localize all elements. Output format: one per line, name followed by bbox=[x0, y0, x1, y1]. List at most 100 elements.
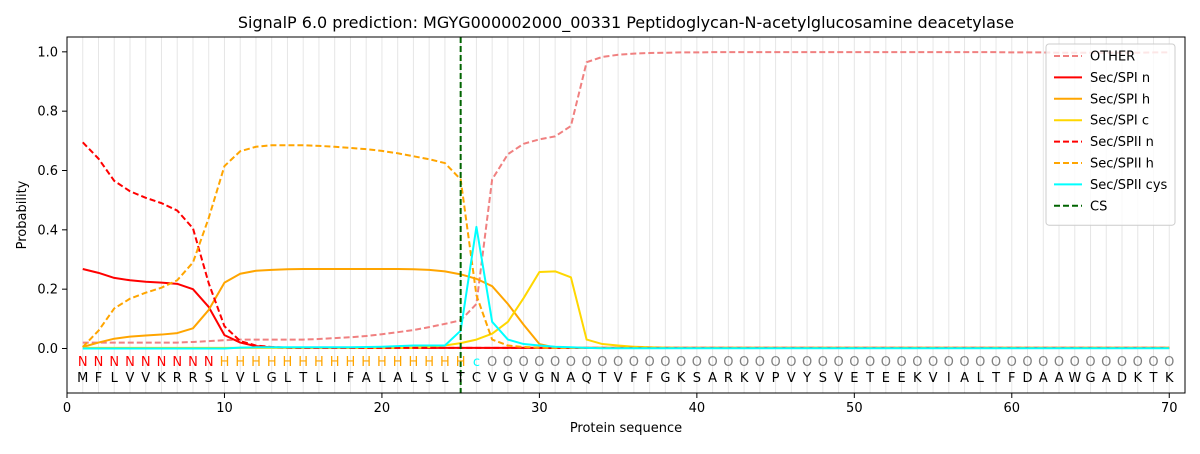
region-label: c bbox=[473, 355, 480, 370]
region-label: O bbox=[849, 355, 859, 370]
x-tick-label: 0 bbox=[63, 401, 71, 416]
x-tick-label: 20 bbox=[374, 401, 391, 416]
residue-label: L bbox=[111, 371, 119, 386]
residue-label: F bbox=[630, 371, 637, 386]
region-label: N bbox=[157, 355, 167, 370]
region-label: H bbox=[298, 355, 308, 370]
legend-box bbox=[1045, 43, 1176, 226]
residue-label: A bbox=[362, 371, 371, 386]
region-label: O bbox=[1070, 355, 1080, 370]
region-label: N bbox=[204, 355, 214, 370]
residue-label: L bbox=[410, 371, 418, 386]
region-label: O bbox=[660, 355, 670, 370]
region-label: O bbox=[1022, 355, 1032, 370]
region-label: N bbox=[188, 355, 198, 370]
region-label: N bbox=[94, 355, 104, 370]
residue-label: E bbox=[897, 371, 905, 386]
residue-label: L bbox=[284, 371, 292, 386]
residue-label: P bbox=[772, 371, 780, 386]
region-label: H bbox=[220, 355, 230, 370]
residue-label: Y bbox=[802, 371, 811, 386]
residue-label: A bbox=[960, 371, 969, 386]
y-tick-label: 0.0 bbox=[37, 342, 58, 357]
region-label: O bbox=[928, 355, 938, 370]
region-label: O bbox=[566, 355, 576, 370]
residue-label: T bbox=[597, 371, 606, 386]
residue-label: K bbox=[740, 371, 749, 386]
region-label: H bbox=[267, 355, 277, 370]
residue-label: I bbox=[947, 371, 951, 386]
x-tick-label: 40 bbox=[689, 401, 706, 416]
plot-area bbox=[67, 37, 1185, 393]
axes-frame bbox=[66, 36, 1186, 394]
region-label: O bbox=[896, 355, 906, 370]
residue-label: R bbox=[724, 371, 733, 386]
residue-label: W bbox=[1068, 371, 1081, 386]
residue-label: K bbox=[157, 371, 166, 386]
residue-label: L bbox=[378, 371, 386, 386]
region-label: H bbox=[330, 355, 340, 370]
region-label: O bbox=[912, 355, 922, 370]
residue-label: V bbox=[488, 371, 497, 386]
y-tick-label: 0.8 bbox=[37, 105, 58, 120]
region-label: H bbox=[346, 355, 356, 370]
y-tick-label: 1.0 bbox=[37, 45, 58, 60]
residue-label: V bbox=[126, 371, 135, 386]
region-label: O bbox=[1117, 355, 1127, 370]
region-label: O bbox=[692, 355, 702, 370]
residue-label: V bbox=[755, 371, 764, 386]
residue-label: A bbox=[1102, 371, 1111, 386]
x-tick-label: 10 bbox=[216, 401, 233, 416]
series-group bbox=[82, 37, 1170, 393]
residue-label: R bbox=[188, 371, 197, 386]
residue-label: T bbox=[865, 371, 874, 386]
region-label: H bbox=[283, 355, 293, 370]
residue-label: V bbox=[519, 371, 528, 386]
region-label: O bbox=[755, 355, 765, 370]
residue-label: L bbox=[315, 371, 323, 386]
region-label: H bbox=[251, 355, 261, 370]
y-tick-label: 0.4 bbox=[37, 223, 58, 238]
residue-label: A bbox=[1039, 371, 1048, 386]
legend-label: Sec/SPII n bbox=[1090, 135, 1154, 150]
region-label: O bbox=[629, 355, 639, 370]
residue-label: E bbox=[882, 371, 890, 386]
residue-label: T bbox=[1149, 371, 1158, 386]
residue-label: F bbox=[646, 371, 653, 386]
residue-label: K bbox=[1165, 371, 1174, 386]
region-label: O bbox=[1054, 355, 1064, 370]
region-label: H bbox=[314, 355, 324, 370]
residue-label: V bbox=[929, 371, 938, 386]
residue-label: D bbox=[1023, 371, 1033, 386]
residue-label: V bbox=[834, 371, 843, 386]
region-label: O bbox=[676, 355, 686, 370]
region-label: O bbox=[833, 355, 843, 370]
region-label: N bbox=[141, 355, 151, 370]
region-label: H bbox=[235, 355, 245, 370]
region-label: H bbox=[377, 355, 387, 370]
region-label: O bbox=[503, 355, 513, 370]
region-label: O bbox=[597, 355, 607, 370]
region-label: O bbox=[770, 355, 780, 370]
residue-label: M bbox=[77, 371, 88, 386]
region-label: O bbox=[519, 355, 529, 370]
region-label: N bbox=[78, 355, 88, 370]
x-tick-label: 70 bbox=[1161, 401, 1178, 416]
residue-label: N bbox=[550, 371, 560, 386]
region-label: H bbox=[361, 355, 371, 370]
region-label: H bbox=[456, 355, 466, 370]
legend: OTHER Sec/SPI n Sec/SPI h Sec/SPI c Sec/SPII… bbox=[1045, 43, 1176, 226]
series-line-other bbox=[82, 51, 1170, 344]
region-label: O bbox=[1085, 355, 1095, 370]
y-axis-ticks: 0.0 0.2 0.4 0.6 0.8 1.0 bbox=[37, 45, 67, 357]
residue-label: V bbox=[614, 371, 623, 386]
legend-label: CS bbox=[1090, 199, 1107, 214]
region-label: O bbox=[818, 355, 828, 370]
region-label: N bbox=[172, 355, 182, 370]
residue-label: G bbox=[1085, 371, 1095, 386]
region-label: O bbox=[991, 355, 1001, 370]
residue-label: A bbox=[708, 371, 717, 386]
residue-label: Q bbox=[582, 371, 592, 386]
